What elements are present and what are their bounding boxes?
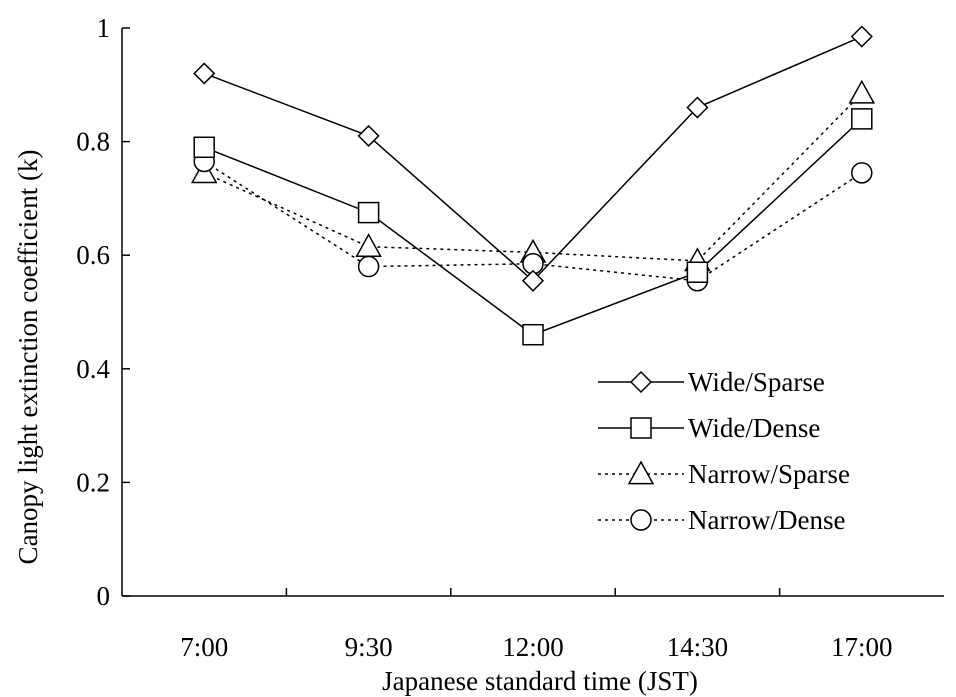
legend-item: Narrow/Dense (598, 505, 845, 535)
x-tick-label: 12:00 (502, 632, 564, 662)
data-point-diamond (357, 124, 380, 147)
y-tick-label: 0.8 (76, 127, 110, 157)
data-point-square (357, 201, 380, 224)
x-tick-label: 9:30 (345, 632, 393, 662)
series-triangle-points (190, 79, 876, 272)
y-tick-label: 0.2 (76, 467, 110, 497)
series-layer (190, 25, 876, 346)
y-tick-label: 0 (97, 581, 111, 611)
series-line (203, 92, 863, 262)
series-triangle-line (203, 92, 863, 262)
y-tick-label: 0.6 (76, 240, 110, 270)
legend-marker-circle (630, 509, 652, 531)
y-tick-label: 0.4 (76, 354, 110, 384)
data-point-circle (357, 255, 380, 278)
x-axis-label: Japanese standard time (JST) (382, 666, 698, 696)
legend-marker-square (630, 417, 652, 439)
data-point-diamond (686, 96, 709, 119)
legend-label: Wide/Sparse (688, 367, 825, 397)
data-point-triangle (355, 233, 382, 258)
y-ticks: 0 0.2 0.4 0.6 0.8 1 (76, 13, 130, 611)
legend-label: Narrow/Dense (688, 505, 845, 535)
legend-item: Wide/Dense (598, 413, 820, 443)
series-diamond-points (193, 25, 873, 292)
data-point-square (851, 108, 873, 130)
data-point-diamond (193, 62, 216, 85)
data-point-square (686, 261, 709, 283)
legend: Wide/Sparse Wide/Dense Narrow/Sparse Narrow… (598, 367, 850, 535)
series-line (203, 118, 863, 336)
x-tick-label: 14:30 (667, 632, 729, 662)
legend-label: Wide/Dense (688, 413, 820, 443)
series-square-points (193, 108, 873, 346)
data-point-circle (851, 162, 873, 184)
x-ticks: 7:00 9:30 12:00 14:30 17:00 (180, 588, 893, 662)
data-point-square (522, 323, 544, 346)
data-point-triangle (848, 79, 876, 104)
data-point-square (193, 136, 215, 159)
legend-label: Narrow/Sparse (688, 459, 850, 489)
series-square-line (203, 118, 863, 336)
x-tick-label: 17:00 (831, 632, 893, 662)
data-point-diamond (521, 269, 545, 292)
data-point-diamond (850, 25, 873, 48)
y-axis-label: Canopy light extinction coefficient (k) (13, 150, 43, 565)
legend-marker-triangle (627, 460, 655, 485)
legend-item: Narrow/Sparse (598, 459, 850, 489)
legend-marker-diamond (629, 370, 653, 394)
y-tick-label: 1 (97, 13, 111, 43)
x-tick-label: 7:00 (180, 632, 228, 662)
legend-item: Wide/Sparse (598, 367, 825, 397)
axes (121, 28, 944, 597)
